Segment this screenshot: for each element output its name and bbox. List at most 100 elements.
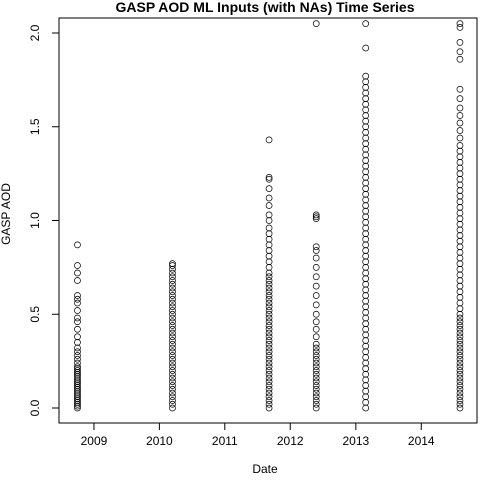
data-point-5-10 [456, 367, 464, 374]
data-point-5-28 [456, 294, 464, 301]
data-point-5-47 [456, 187, 464, 194]
data-point-2-6 [265, 382, 273, 389]
data-point-2-31 [265, 288, 273, 296]
data-point-2-52 [265, 136, 273, 144]
data-point-1-11 [169, 363, 176, 371]
data-point-3-12 [312, 359, 320, 367]
data-point-2-42 [265, 235, 273, 243]
data-point-5-3 [456, 393, 464, 401]
data-point-3-23 [312, 292, 320, 299]
data-point-5-59 [456, 112, 464, 119]
data-point-4-7 [362, 365, 370, 372]
y-axis-label: GASP AOD [0, 183, 13, 245]
data-point-1-5 [169, 385, 176, 393]
data-point-2-38 [265, 258, 273, 266]
data-point-3-29 [312, 243, 320, 251]
data-point-1-12 [169, 359, 176, 367]
data-point-5-63 [456, 55, 464, 63]
data-point-2-26 [265, 307, 273, 314]
data-point-5-27 [456, 299, 464, 307]
data-point-0-18 [74, 370, 81, 378]
data-point-0-13 [74, 380, 81, 387]
data-point-5-36 [456, 249, 464, 256]
data-point-0-32 [74, 314, 81, 322]
y-tick-label-0: 0.0 [28, 399, 42, 416]
x-axis-label: Date [252, 462, 278, 476]
data-point-3-8 [312, 374, 320, 382]
data-point-2-0 [265, 404, 273, 412]
data-point-2-20 [265, 329, 273, 337]
data-point-4-61 [362, 20, 370, 27]
data-point-2-32 [265, 284, 273, 292]
data-point-2-29 [265, 295, 273, 303]
data-point-2-5 [265, 385, 273, 393]
data-point-5-53 [456, 153, 464, 161]
data-point-4-0 [362, 404, 370, 412]
data-point-4-46 [362, 145, 370, 153]
data-point-3-26 [312, 264, 320, 271]
data-point-5-12 [456, 359, 464, 367]
data-point-0-21 [74, 365, 81, 372]
data-points [74, 20, 464, 412]
data-point-0-23 [74, 359, 81, 367]
data-point-5-52 [456, 159, 464, 166]
data-point-3-33 [312, 20, 320, 27]
data-point-4-57 [362, 84, 370, 91]
data-point-1-38 [169, 262, 176, 269]
data-point-5-18 [456, 337, 464, 344]
data-point-5-0 [456, 404, 464, 412]
data-point-4-35 [362, 207, 370, 215]
data-point-3-5 [312, 385, 320, 393]
data-point-2-28 [265, 299, 273, 307]
data-point-5-11 [456, 363, 464, 371]
data-point-0-36 [74, 292, 81, 299]
data-point-2-30 [265, 292, 273, 299]
data-point-1-29 [169, 295, 176, 303]
data-point-3-21 [312, 310, 320, 318]
data-point-0-11 [74, 384, 81, 391]
data-point-0-24 [74, 355, 81, 363]
data-point-4-4 [362, 382, 370, 389]
data-point-1-0 [169, 404, 176, 412]
data-point-2-21 [265, 325, 273, 333]
data-point-2-36 [265, 269, 273, 277]
data-point-0-34 [74, 299, 81, 307]
data-point-5-42 [456, 215, 464, 222]
data-point-3-16 [312, 344, 320, 352]
data-point-0-25 [74, 352, 81, 359]
data-point-5-33 [456, 265, 464, 273]
data-point-1-15 [169, 348, 176, 356]
data-point-0-31 [74, 318, 81, 326]
data-point-3-32 [312, 211, 320, 219]
data-point-4-21 [362, 286, 370, 294]
data-point-0-22 [74, 363, 81, 371]
data-point-5-26 [456, 305, 464, 312]
data-point-4-56 [362, 89, 370, 97]
data-point-2-46 [265, 211, 273, 219]
data-point-4-36 [362, 202, 370, 209]
data-point-4-42 [362, 168, 370, 176]
data-point-5-20 [456, 329, 464, 337]
data-point-1-18 [169, 337, 176, 344]
data-point-2-50 [265, 175, 273, 183]
data-point-2-22 [265, 322, 273, 329]
data-point-4-6 [362, 370, 370, 378]
data-point-5-1 [456, 400, 464, 408]
data-point-4-58 [362, 78, 370, 86]
data-point-0-35 [74, 295, 81, 303]
data-point-3-14 [312, 352, 320, 359]
data-point-1-17 [169, 340, 176, 348]
data-point-2-43 [265, 230, 273, 237]
data-point-4-1 [362, 399, 370, 406]
x-tick-label-5: 2014 [408, 434, 435, 448]
data-point-4-25 [362, 264, 370, 271]
data-point-5-31 [456, 277, 464, 284]
data-point-2-3 [265, 393, 273, 401]
data-point-1-1 [169, 400, 176, 408]
data-point-3-27 [312, 254, 320, 262]
data-point-1-19 [169, 333, 176, 341]
data-point-2-17 [265, 340, 273, 348]
data-point-1-8 [169, 374, 176, 382]
data-point-0-15 [74, 376, 81, 384]
data-point-4-54 [362, 100, 370, 108]
